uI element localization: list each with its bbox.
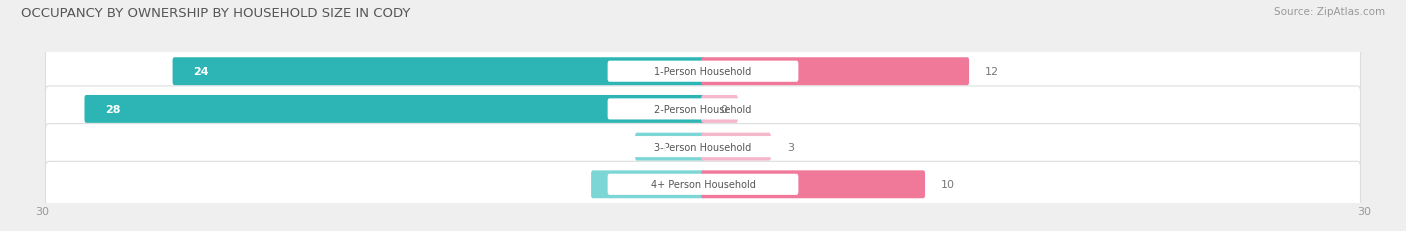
Text: 10: 10 [941,179,955,189]
FancyBboxPatch shape [45,162,1361,207]
FancyBboxPatch shape [702,133,770,161]
Text: 3-Person Household: 3-Person Household [654,142,752,152]
FancyBboxPatch shape [636,133,704,161]
Text: 5: 5 [616,179,623,189]
Text: 4+ Person Household: 4+ Person Household [651,179,755,189]
Text: OCCUPANCY BY OWNERSHIP BY HOUSEHOLD SIZE IN CODY: OCCUPANCY BY OWNERSHIP BY HOUSEHOLD SIZE… [21,7,411,20]
FancyBboxPatch shape [702,96,738,123]
FancyBboxPatch shape [607,99,799,120]
FancyBboxPatch shape [45,49,1361,95]
FancyBboxPatch shape [173,58,704,86]
Text: 24: 24 [193,67,208,77]
FancyBboxPatch shape [607,174,799,195]
Text: 0: 0 [721,104,728,114]
FancyBboxPatch shape [607,137,799,158]
Text: 3: 3 [787,142,794,152]
FancyBboxPatch shape [45,124,1361,170]
Text: 2-Person Household: 2-Person Household [654,104,752,114]
Text: Source: ZipAtlas.com: Source: ZipAtlas.com [1274,7,1385,17]
FancyBboxPatch shape [702,171,925,198]
FancyBboxPatch shape [591,171,704,198]
Text: 12: 12 [986,67,1000,77]
Text: 28: 28 [105,104,121,114]
Text: 3: 3 [659,142,668,152]
FancyBboxPatch shape [607,61,799,82]
FancyBboxPatch shape [45,87,1361,132]
Text: 1-Person Household: 1-Person Household [654,67,752,77]
FancyBboxPatch shape [702,58,969,86]
FancyBboxPatch shape [84,96,704,123]
